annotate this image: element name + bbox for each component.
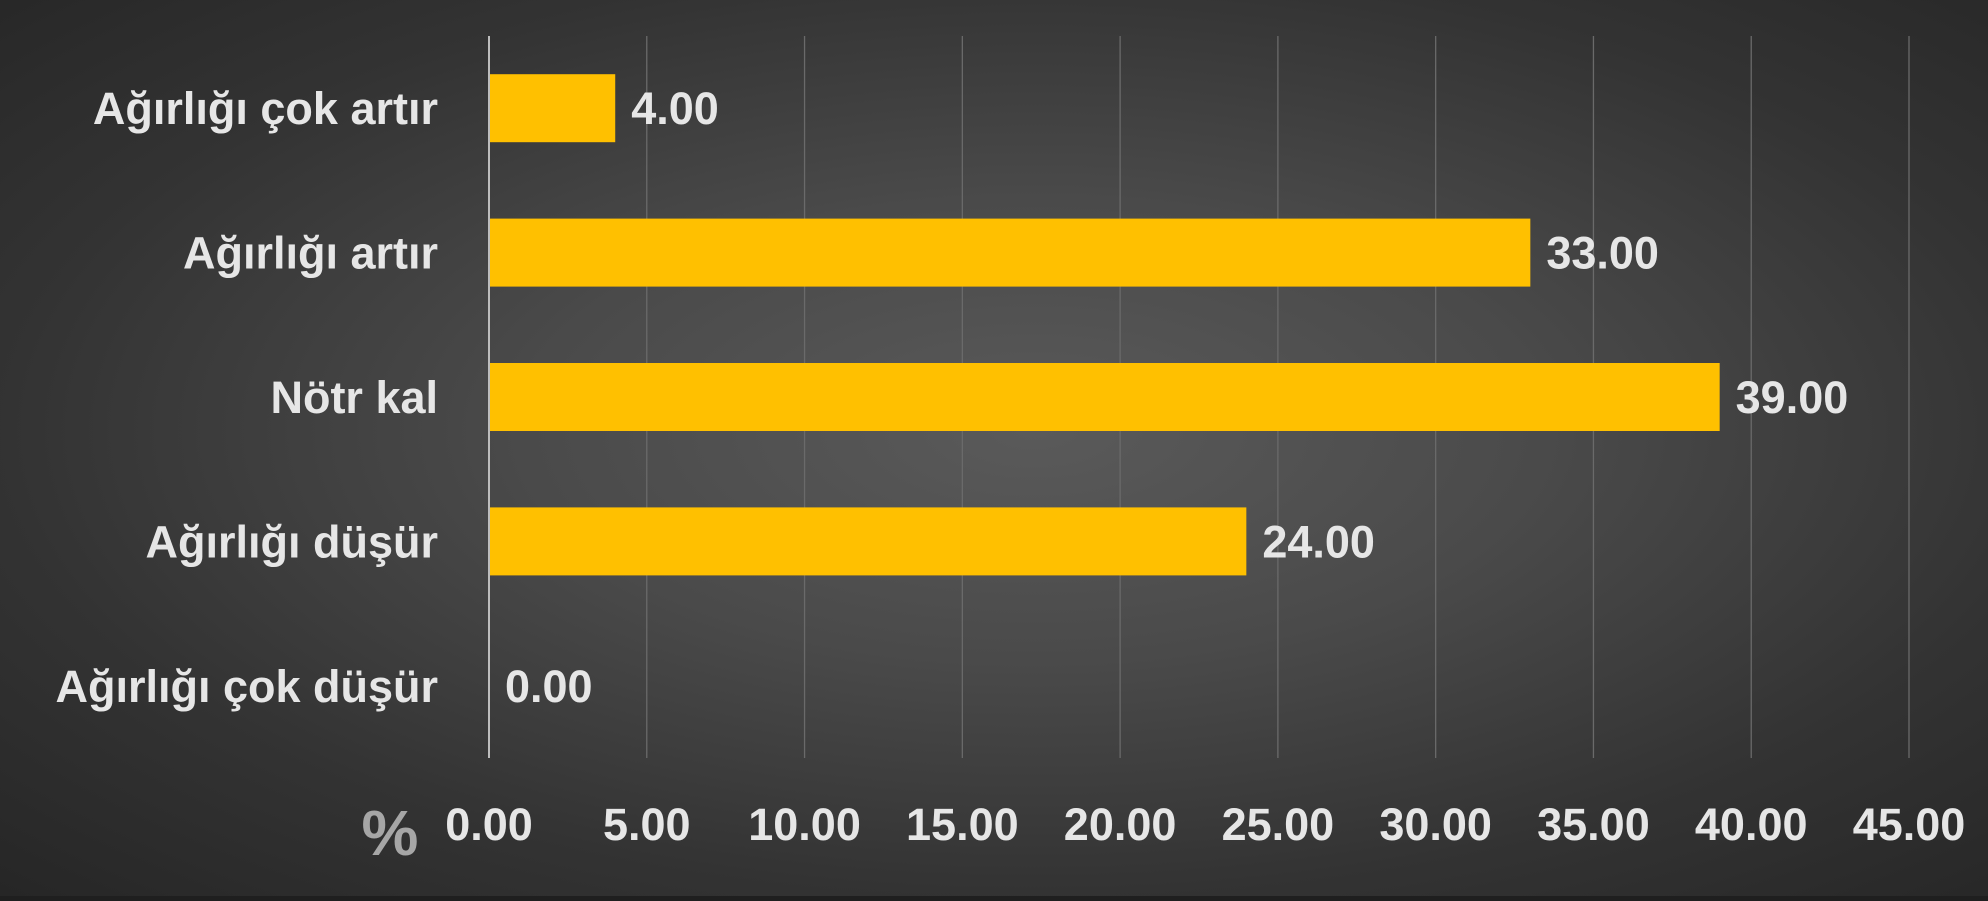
data-label: 39.00 xyxy=(1736,372,1849,423)
x-tick-label: 15.00 xyxy=(906,799,1019,850)
x-tick-label: 45.00 xyxy=(1853,799,1966,850)
bars xyxy=(489,74,1720,576)
x-tick-label: 30.00 xyxy=(1379,799,1492,850)
category-label: Ağırlığı artır xyxy=(183,228,438,279)
x-tick-label: 5.00 xyxy=(603,799,691,850)
category-label: Ağırlığı düşür xyxy=(146,516,439,567)
labels: Ağırlığı çok artır 4.00 Ağırlığı artır 33.0… xyxy=(55,83,1965,850)
bar xyxy=(489,218,1531,287)
x-tick-label: 35.00 xyxy=(1537,799,1650,850)
category-label: Ağırlığı çok düşür xyxy=(55,661,438,712)
bar xyxy=(489,74,616,143)
x-tick-label: 40.00 xyxy=(1695,799,1808,850)
bar xyxy=(489,507,1247,576)
x-tick-label: 25.00 xyxy=(1222,799,1335,850)
x-axis-unit-label: % xyxy=(362,797,419,869)
data-label: 24.00 xyxy=(1262,516,1375,567)
category-label: Ağırlığı çok artır xyxy=(93,83,438,134)
data-label: 33.00 xyxy=(1546,228,1659,279)
x-tick-label: 0.00 xyxy=(445,799,533,850)
data-label: 4.00 xyxy=(631,83,719,134)
data-label: 0.00 xyxy=(505,661,593,712)
category-label: Nötr kal xyxy=(270,372,438,423)
x-tick-label: 10.00 xyxy=(748,799,861,850)
bar xyxy=(489,363,1720,431)
x-tick-label: 20.00 xyxy=(1064,799,1177,850)
